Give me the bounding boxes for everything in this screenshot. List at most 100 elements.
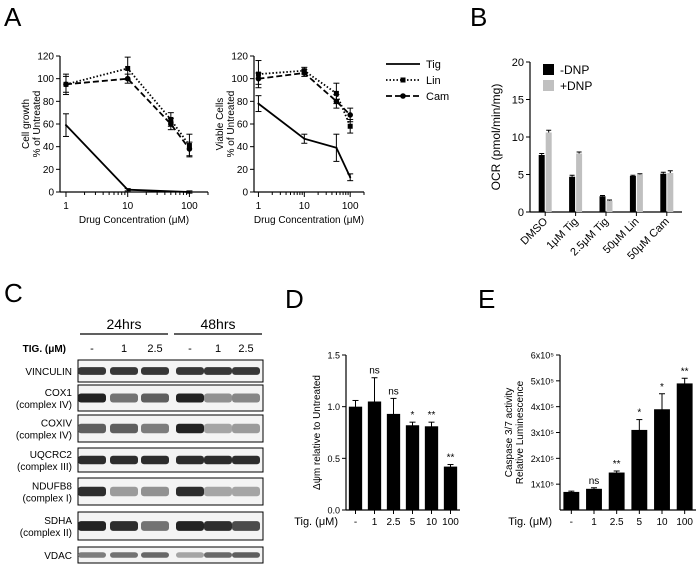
blot-band — [204, 552, 232, 558]
data-point-cam — [63, 81, 69, 88]
y-tick-label: 2x10⁵ — [531, 454, 555, 464]
blot-band — [110, 521, 138, 531]
data-point-cam — [186, 146, 193, 152]
blot-band — [110, 367, 138, 375]
x-tick-label: 100 — [676, 517, 693, 528]
y-tick-label: 120 — [231, 52, 248, 63]
blot-band — [141, 552, 169, 558]
data-point-cam — [168, 121, 174, 127]
blot-band — [232, 455, 260, 465]
protein-complex-label: (complex II) — [20, 528, 72, 539]
blot-band — [204, 455, 232, 465]
x-tick-label: 2.5 — [387, 517, 401, 528]
bar — [676, 383, 693, 510]
bar — [424, 426, 439, 510]
x-tick-label: 1 — [256, 201, 262, 212]
treatment-row-label: TIG. (μM) — [23, 344, 66, 355]
y-tick-label: 0 — [518, 207, 524, 219]
panel-letter-c: C — [4, 278, 23, 308]
legend-marker — [400, 77, 406, 83]
blot-band — [141, 455, 169, 465]
x-tick-label: 100 — [181, 201, 198, 212]
y-axis-label-line2: % of Untreated — [226, 91, 237, 158]
x-axis-title: Tig. (μM) — [294, 516, 338, 528]
blot-band — [141, 423, 169, 434]
significance-label: ** — [681, 366, 689, 377]
legend-label: -DNP — [560, 63, 589, 77]
blot-band — [176, 367, 204, 375]
series-line-lin — [65, 67, 191, 147]
blot-band — [232, 521, 260, 531]
data-point-lin — [347, 123, 353, 129]
bar-minusdnp — [569, 176, 576, 212]
timepoint-label-48hrs: 48hrs — [200, 316, 235, 332]
significance-label: * — [411, 410, 415, 421]
legend-swatch — [543, 80, 554, 91]
protein-complex-label: (complex III) — [17, 462, 72, 473]
data-point-cam — [124, 75, 131, 82]
blot-band — [141, 367, 169, 375]
significance-label: * — [637, 408, 641, 419]
y-tick-label: 5 — [518, 170, 524, 182]
bar-plusdnp — [606, 200, 613, 212]
data-point-cam — [301, 70, 308, 76]
y-tick-label: 6x10⁵ — [531, 351, 555, 361]
y-tick-label: 20 — [237, 165, 249, 176]
y-tick-label: 80 — [237, 97, 249, 108]
protein-label: COX1 — [45, 388, 73, 399]
blot-band — [232, 423, 260, 434]
y-tick-label: 80 — [43, 97, 55, 108]
blot-band — [78, 552, 106, 558]
significance-label: ns — [369, 366, 380, 377]
x-tick-label: - — [570, 517, 573, 528]
x-axis-label: Drug Concentration (μM) — [254, 215, 364, 226]
data-point-tig — [126, 188, 129, 191]
x-tick-label: 10 — [656, 517, 668, 528]
y-tick-label: 15 — [512, 95, 524, 107]
blot-band — [141, 393, 169, 403]
bar-minusdnp — [660, 173, 667, 212]
y-tick-label: 20 — [512, 57, 524, 69]
bar — [586, 488, 602, 510]
lane-label: 2.5 — [147, 343, 162, 355]
y-tick-label: 0.5 — [327, 454, 340, 464]
y-tick-label: 0 — [242, 188, 248, 199]
x-tick-label: 10 — [426, 517, 438, 528]
data-point-cam — [333, 98, 340, 105]
bar-minusdnp — [629, 176, 636, 212]
lane-label: - — [90, 343, 94, 355]
blot-band — [204, 486, 232, 497]
blot-band — [141, 521, 169, 531]
y-axis-label-line1: Viable Cells — [215, 98, 226, 151]
timepoint-label-24hrs: 24hrs — [106, 316, 141, 332]
lane-label: - — [188, 343, 192, 355]
y-tick-label: 60 — [237, 120, 249, 131]
x-tick-label: 100 — [342, 201, 359, 212]
blot-band — [141, 486, 169, 497]
blot-band — [204, 367, 232, 375]
y-tick-label: 40 — [237, 142, 249, 153]
bar — [367, 401, 382, 510]
y-axis-label: Relative Luminescence — [515, 380, 526, 484]
blot-band — [110, 552, 138, 558]
series-line-cam — [258, 72, 351, 116]
protein-label: VINCULIN — [25, 367, 72, 378]
x-tick-label: 2.5 — [610, 517, 624, 528]
blot-band — [78, 521, 106, 531]
x-tick-label: 100 — [442, 517, 459, 528]
bar-minusdnp — [538, 155, 545, 212]
y-tick-label: 1.0 — [327, 402, 340, 412]
blot-band — [204, 393, 232, 403]
y-tick-label: 120 — [37, 52, 54, 63]
legend-label-lin: Lin — [426, 75, 441, 87]
blot-band — [78, 423, 106, 434]
lane-label: 1 — [215, 343, 221, 355]
x-tick-label: 10 — [122, 201, 134, 212]
legend-label-tig: Tig — [426, 59, 441, 71]
blot-band — [204, 521, 232, 531]
bar-plusdnp — [545, 132, 552, 212]
bar-plusdnp — [667, 173, 674, 212]
